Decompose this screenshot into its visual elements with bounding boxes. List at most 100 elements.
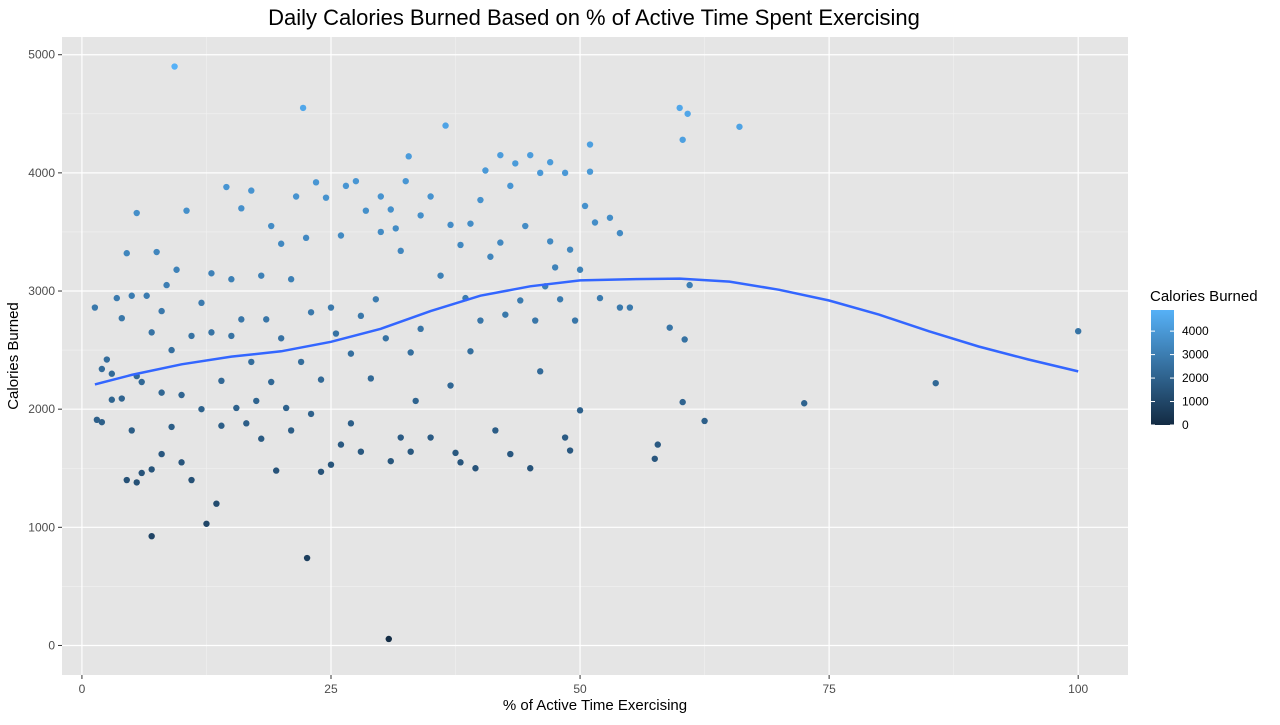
data-point [263, 316, 270, 323]
data-point [447, 221, 454, 229]
color-legend: Calories Burned 0 1000 2000 3000 4000 [1150, 288, 1258, 432]
y-tick-label: 5000 [28, 48, 55, 62]
data-point [238, 205, 245, 212]
y-axis-ticks: 0 1000 2000 3000 4000 5000 [28, 48, 62, 652]
data-point [626, 304, 634, 311]
legend-tick-label: 2000 [1182, 371, 1209, 385]
data-point [178, 391, 185, 399]
data-point [91, 304, 99, 311]
data-point [407, 349, 414, 356]
data-point [93, 416, 101, 423]
data-point [233, 404, 240, 412]
data-point [427, 193, 434, 200]
data-point [566, 246, 574, 253]
data-point [238, 316, 245, 323]
data-point [268, 378, 275, 386]
data-point [213, 500, 220, 507]
y-tick-label: 0 [48, 638, 55, 652]
data-point [427, 434, 434, 441]
data-point [297, 358, 305, 366]
data-point [272, 467, 280, 474]
data-point [347, 420, 355, 427]
data-point [108, 396, 116, 403]
data-point [168, 346, 175, 354]
data-point [497, 239, 504, 246]
data-point [243, 420, 250, 427]
data-point [337, 441, 345, 448]
data-point [277, 335, 285, 342]
data-point [218, 422, 225, 429]
data-point [551, 264, 559, 271]
data-point [532, 317, 539, 324]
data-point [178, 459, 185, 466]
data-point [681, 336, 688, 343]
data-point [701, 417, 708, 425]
data-point [133, 479, 140, 486]
data-point [138, 378, 145, 386]
data-point [457, 241, 464, 249]
data-point [382, 335, 389, 342]
data-point [397, 247, 404, 255]
data-point [502, 311, 509, 318]
data-point [527, 465, 534, 472]
data-point [287, 427, 295, 434]
data-point [327, 304, 335, 311]
data-point [123, 250, 130, 257]
data-point [133, 209, 140, 217]
data-point [546, 238, 554, 245]
legend-ticks: 0 1000 2000 3000 4000 [1151, 324, 1209, 432]
data-point [342, 182, 350, 190]
data-point [537, 368, 544, 375]
data-point [405, 153, 412, 160]
x-tick-label: 75 [822, 682, 836, 696]
data-point [258, 272, 265, 279]
data-point [113, 294, 120, 302]
data-point [679, 136, 686, 143]
data-point [487, 253, 494, 260]
data-point [158, 307, 165, 315]
smooth-trend-line [94, 277, 1079, 386]
data-point [407, 448, 414, 455]
legend-colorbar [1151, 310, 1174, 425]
y-axis-title: Calories Burned [5, 302, 22, 410]
data-point [666, 324, 673, 331]
x-axis-title: % of Active Time Exercising [503, 697, 687, 714]
y-tick-label: 3000 [28, 284, 55, 298]
data-point [537, 169, 544, 177]
data-point [586, 168, 594, 175]
data-point [546, 159, 554, 166]
data-point [98, 418, 106, 426]
data-point [507, 182, 514, 190]
data-point [303, 554, 311, 562]
data-point [591, 219, 599, 226]
y-tick-label: 1000 [28, 520, 55, 534]
data-point [208, 270, 215, 277]
data-point [576, 407, 584, 414]
data-point [302, 234, 310, 242]
data-point [128, 427, 135, 434]
data-point [556, 296, 564, 303]
data-point [377, 193, 385, 200]
data-point [387, 457, 394, 465]
data-point [173, 266, 180, 273]
data-point [158, 450, 165, 458]
data-point [1074, 327, 1082, 335]
data-point [253, 397, 260, 405]
data-point [198, 299, 205, 307]
x-tick-label: 50 [573, 682, 587, 696]
data-point [148, 466, 155, 473]
data-point [482, 167, 489, 174]
chart-title: Daily Calories Burned Based on % of Acti… [268, 5, 920, 30]
data-point [576, 266, 584, 273]
data-point [385, 635, 392, 643]
data-point [188, 332, 195, 340]
x-tick-label: 100 [1068, 682, 1088, 696]
data-point [317, 376, 325, 383]
legend-title: Calories Burned [1150, 288, 1258, 305]
data-point [287, 276, 295, 283]
data-point [512, 160, 519, 167]
data-point [153, 248, 160, 256]
data-point [367, 375, 375, 382]
